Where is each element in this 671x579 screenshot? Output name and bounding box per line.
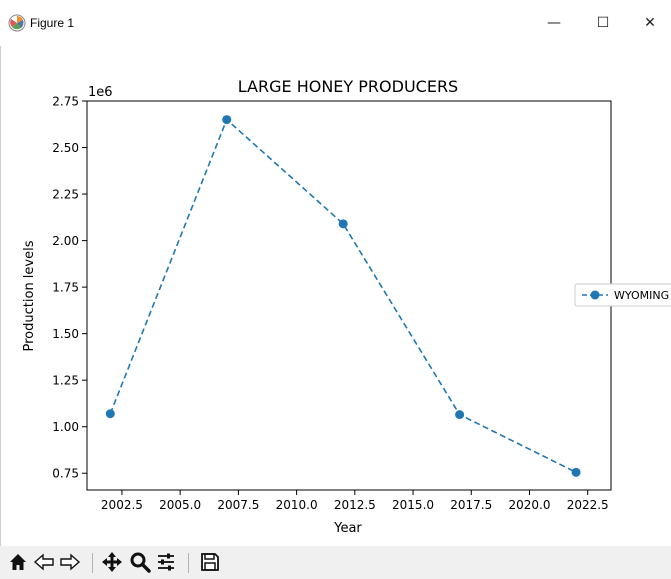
y-tick-label: 2.50 [52,141,79,155]
title-bar: Figure 1 — ☐ ✕ [0,0,671,46]
x-tick-label: 2007.5 [217,498,259,512]
y-tick-label: 1.75 [52,281,79,295]
data-point [455,410,465,420]
toolbar-separator [188,553,189,573]
configure-subplots-icon[interactable] [154,550,178,574]
window-left-border [0,46,1,546]
data-point [338,219,348,229]
series-line-wyoming [109,118,577,474]
x-tick-label: 2002.5 [101,498,143,512]
x-tick-label: 2005.0 [159,498,201,512]
pan-move-icon[interactable] [100,550,124,574]
x-tick-label: 2022.5 [567,498,609,512]
line-chart: LARGE HONEY PRODUCERS 1e6 2002.5 2005.0 20… [22,77,671,536]
y-tick-label: 1.50 [52,327,79,341]
y-axis-ticks: 0.75 1.00 1.25 1.50 1.75 2.00 2.25 2.50 2.75 [52,95,87,481]
chart-title: LARGE HONEY PRODUCERS [238,77,458,96]
data-point [105,409,115,419]
y-axis-label: Production levels [22,240,37,351]
legend: WYOMING [574,283,671,307]
home-icon[interactable] [6,550,30,574]
data-point [571,467,581,477]
x-tick-label: 2015.0 [392,498,434,512]
series-layer [105,115,581,477]
x-axis-label: Year [333,521,362,536]
y-tick-label: 2.25 [52,188,79,202]
x-tick-label: 2017.5 [450,498,492,512]
legend-box [574,283,671,307]
legend-marker [590,290,600,300]
window-title: Figure 1 [30,16,75,30]
x-tick-label: 2012.5 [334,498,376,512]
y-tick-label: 1.00 [52,420,79,434]
data-point [222,115,232,125]
navigation-toolbar [0,546,671,579]
y-tick-label: 1.25 [52,374,79,388]
minimize-button[interactable]: — [547,15,561,31]
x-axis-ticks: 2002.5 2005.0 2007.5 2010.0 2012.5 2015.0 2017… [101,490,609,512]
toolbar-separator [92,553,93,573]
y-tick-label: 2.75 [52,95,79,109]
zoom-magnifier-icon[interactable] [128,550,152,574]
y-tick-label: 2.00 [52,234,79,248]
save-floppy-icon[interactable] [198,550,222,574]
x-tick-label: 2010.0 [276,498,318,512]
y-offset-text: 1e6 [88,85,113,100]
x-tick-label: 2020.0 [508,498,550,512]
close-button[interactable]: ✕ [644,15,656,31]
y-tick-label: 0.75 [52,467,79,481]
forward-arrow-icon[interactable] [58,550,82,574]
maximize-button[interactable]: ☐ [596,15,610,31]
figure-canvas[interactable]: LARGE HONEY PRODUCERS 1e6 2002.5 2005.0 20… [0,46,671,546]
matplotlib-app-icon [8,14,26,32]
back-arrow-icon[interactable] [32,550,56,574]
plot-frame [86,100,612,491]
legend-label-wyoming: WYOMING [614,289,669,302]
